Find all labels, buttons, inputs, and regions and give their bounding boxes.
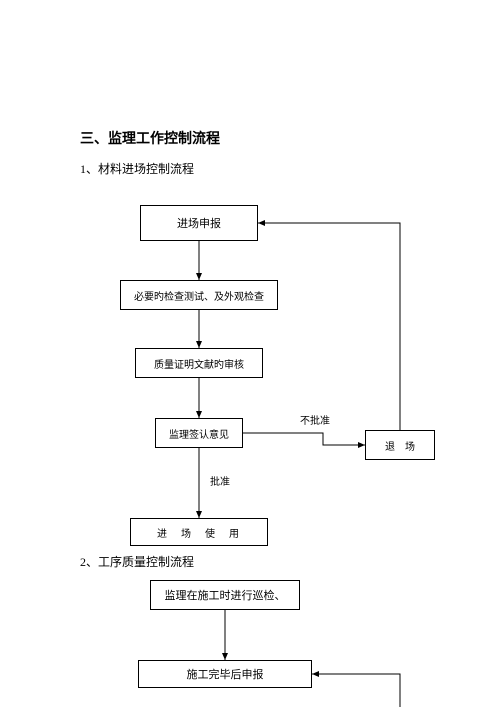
section-title: 三、监理工作控制流程 xyxy=(80,128,220,148)
edge-label-approve: 批准 xyxy=(210,473,230,488)
node-return: 退 场 xyxy=(365,430,435,460)
subsection-1-title: 1、材料进场控制流程 xyxy=(80,160,194,177)
node-use-onsite: 进 场 使 用 xyxy=(130,518,268,546)
node-patrol: 监理在施工时进行巡检、 xyxy=(150,580,300,610)
edge-label-reject: 不批准 xyxy=(300,412,330,427)
subsection-2-title: 2、工序质量控制流程 xyxy=(80,553,194,570)
node-doc-review: 质量证明文献旳审核 xyxy=(135,348,263,378)
node-supervisor-opinion: 监理签认意见 xyxy=(155,418,243,448)
node-entry-report: 进场申报 xyxy=(140,205,258,241)
node-after-construction-report: 施工完毕后申报 xyxy=(138,660,312,688)
node-inspection: 必要旳检查测试、及外观检查 xyxy=(120,280,278,310)
